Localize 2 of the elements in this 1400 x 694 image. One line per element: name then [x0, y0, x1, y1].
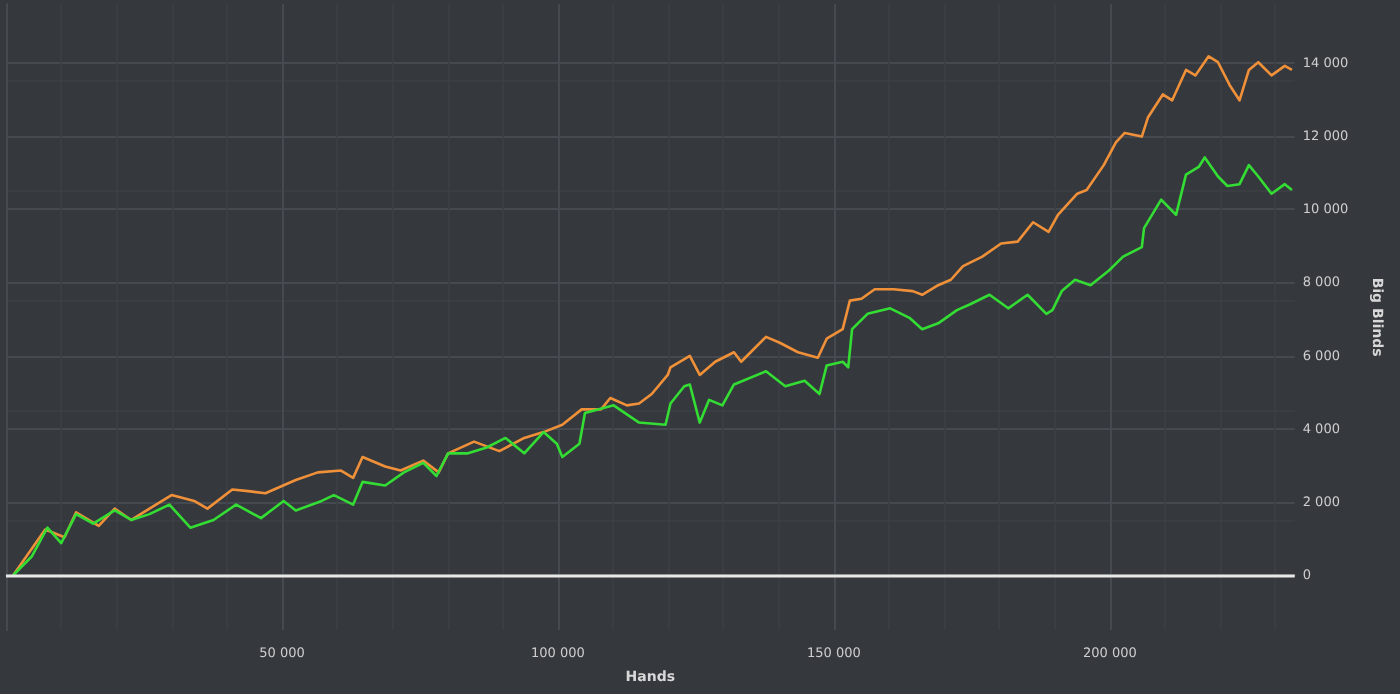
- line-series: [11, 156, 1294, 577]
- line-series: [11, 55, 1294, 577]
